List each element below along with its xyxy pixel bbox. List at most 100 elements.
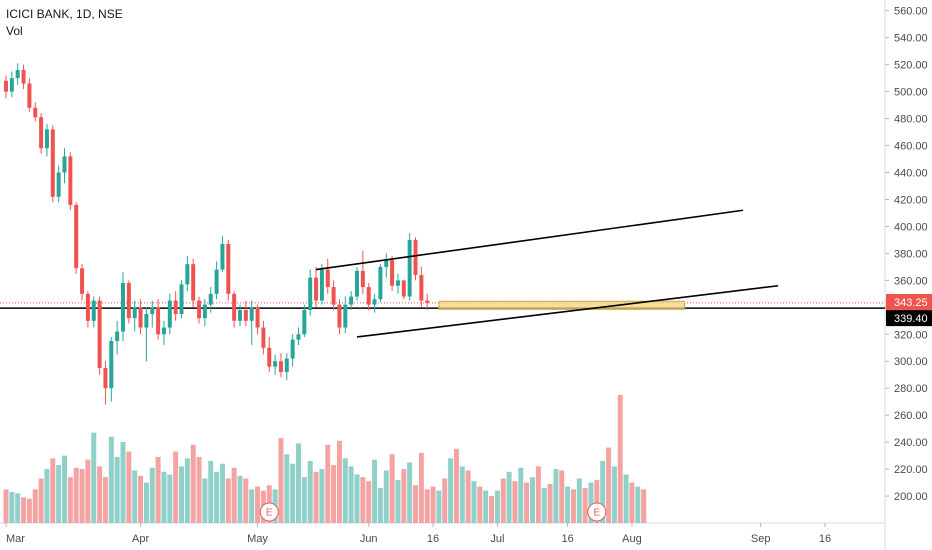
- y-tick-label: 540.00: [894, 33, 928, 45]
- volume-bar: [418, 452, 424, 523]
- volume-bar: [565, 486, 571, 523]
- volume-bar: [79, 469, 85, 523]
- volume-bar: [44, 469, 50, 523]
- volume-bar: [26, 498, 32, 523]
- volume-bar: [582, 487, 588, 523]
- candle-body: [378, 266, 383, 300]
- volume-bar: [465, 470, 471, 523]
- candle-body: [249, 307, 254, 321]
- volume-bar: [114, 456, 120, 523]
- candle-body: [126, 283, 131, 319]
- volume-bar: [453, 448, 459, 523]
- candle-body: [337, 304, 342, 328]
- lower-channel-line: [356, 284, 779, 338]
- candle-body: [27, 83, 32, 108]
- candle-body: [150, 307, 155, 315]
- volume-bar: [553, 469, 559, 523]
- y-tick-label: 240.00: [894, 437, 928, 449]
- volume-bar: [167, 474, 173, 523]
- volume-bar: [442, 478, 448, 523]
- volume-bar: [395, 479, 401, 523]
- candle-body: [413, 239, 418, 275]
- volume-bar: [255, 486, 261, 523]
- candle-body: [366, 287, 371, 305]
- volume-bar: [296, 443, 301, 523]
- volume-bar: [635, 486, 641, 523]
- volume-bar: [325, 444, 331, 523]
- y-tick-label: 520.00: [894, 60, 928, 72]
- candle-body: [360, 270, 365, 288]
- candle-body: [9, 78, 14, 92]
- volume-bar: [372, 459, 378, 523]
- y-tick-label: 200.00: [894, 491, 928, 503]
- y-tick-label: 460.00: [894, 141, 928, 153]
- candle-body: [80, 268, 85, 294]
- candle-body: [91, 300, 96, 321]
- candle-body: [138, 307, 143, 328]
- x-tick-label: Jun: [360, 533, 378, 545]
- volume-bar: [506, 471, 512, 523]
- volume-bar: [436, 490, 442, 523]
- symbol-title[interactable]: ICICI BANK, 1D, NSE: [6, 7, 123, 21]
- earnings-marker: [587, 502, 607, 522]
- upper-channel-line: [315, 209, 744, 271]
- y-tick-label: 300.00: [894, 356, 928, 368]
- volume-bar: [401, 469, 407, 523]
- y-tick-label: 260.00: [894, 410, 928, 422]
- candle-body: [68, 156, 73, 205]
- volume-bar: [570, 489, 576, 523]
- volume-bar: [606, 447, 612, 523]
- volume-bar: [500, 478, 506, 523]
- volume-bar: [489, 496, 495, 523]
- candle-body: [185, 264, 190, 285]
- volume-bar: [202, 478, 208, 523]
- y-tick-label: 400.00: [894, 221, 928, 233]
- x-tick-label: 16: [427, 533, 439, 545]
- y-tick-label: 420.00: [894, 194, 928, 206]
- volume-bar: [541, 487, 547, 523]
- candle-body: [103, 367, 108, 389]
- candle-body: [319, 269, 324, 301]
- y-tick-label: 480.00: [894, 114, 928, 126]
- candle-body: [62, 156, 67, 173]
- candle-body: [401, 280, 406, 297]
- volume-bar: [547, 483, 553, 523]
- x-tick-label: May: [247, 533, 268, 545]
- horizontal-line-price-label: 339.40: [894, 313, 928, 325]
- volume-bar: [15, 493, 21, 523]
- volume-bar: [9, 491, 15, 523]
- support-zone: [438, 300, 686, 310]
- volume-bar: [576, 478, 582, 523]
- volume-bar: [184, 458, 190, 523]
- volume-bar: [161, 471, 167, 523]
- volume-bar: [336, 440, 342, 523]
- volume-bar: [348, 466, 354, 523]
- volume-bar: [249, 489, 255, 523]
- volume-bar: [366, 481, 372, 523]
- x-tick-label: Sep: [751, 533, 771, 545]
- volume-bar: [448, 458, 454, 523]
- candle-body: [325, 269, 330, 288]
- candle-body: [197, 300, 202, 319]
- candle-body: [255, 307, 260, 328]
- volume-bar: [120, 442, 126, 523]
- candle-body: [308, 277, 313, 311]
- x-tick-label: Aug: [622, 533, 642, 545]
- volume-bar: [243, 478, 249, 523]
- candle-body: [238, 310, 242, 321]
- candle-body: [349, 296, 354, 305]
- candle-body: [284, 358, 289, 373]
- volume-bar: [424, 489, 430, 523]
- volume-bar: [67, 477, 73, 523]
- volume-indicator-label[interactable]: Vol: [6, 24, 23, 38]
- candle-body: [331, 287, 336, 305]
- x-tick-label: 16: [561, 533, 573, 545]
- volume-bar: [494, 490, 500, 523]
- candle-body: [395, 280, 400, 286]
- volume-bar: [512, 481, 518, 523]
- volume-bar: [138, 475, 144, 523]
- volume-bar: [108, 436, 114, 523]
- candle-body: [74, 204, 79, 269]
- volume-bar: [21, 497, 27, 523]
